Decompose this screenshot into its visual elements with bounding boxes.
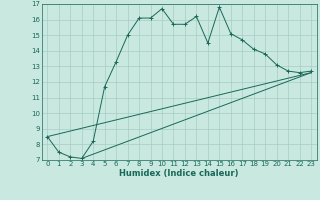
- X-axis label: Humidex (Indice chaleur): Humidex (Indice chaleur): [119, 169, 239, 178]
